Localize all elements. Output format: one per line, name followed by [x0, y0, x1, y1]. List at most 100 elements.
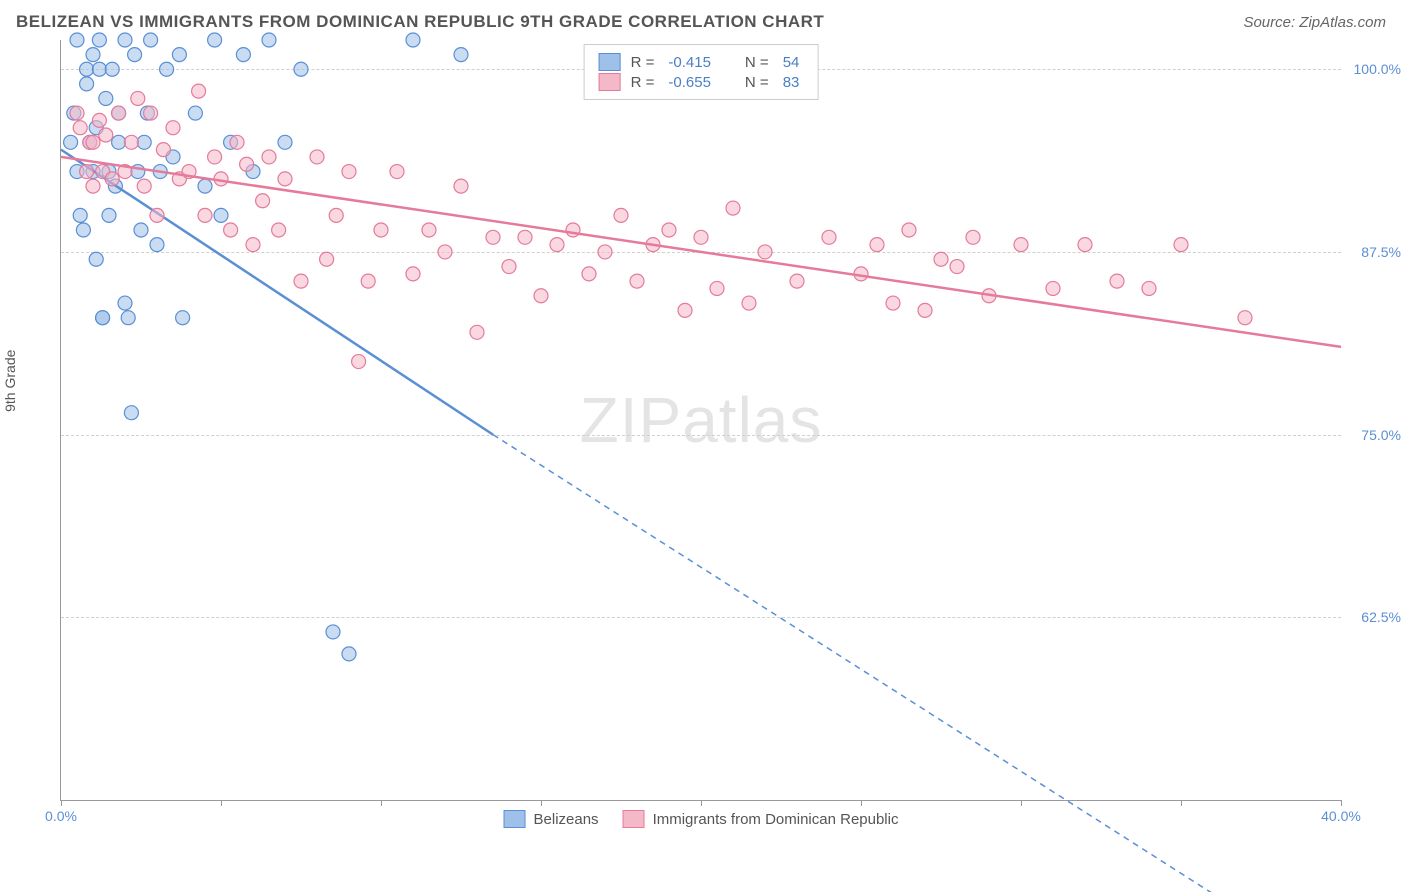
scatter-point	[438, 245, 452, 259]
scatter-point	[742, 296, 756, 310]
scatter-point	[870, 238, 884, 252]
scatter-point	[80, 62, 94, 76]
y-tick-label: 87.5%	[1361, 244, 1401, 260]
scatter-point	[92, 62, 106, 76]
chart-source: Source: ZipAtlas.com	[1243, 14, 1386, 31]
x-tick	[1341, 800, 1342, 806]
scatter-point	[99, 128, 113, 142]
x-tick	[861, 800, 862, 806]
x-tick	[1181, 800, 1182, 806]
legend-swatch	[504, 810, 526, 828]
scatter-point	[76, 223, 90, 237]
scatter-point	[454, 48, 468, 62]
x-tick	[701, 800, 702, 806]
scatter-point	[86, 179, 100, 193]
scatter-point	[208, 150, 222, 164]
scatter-point	[73, 121, 87, 135]
scatter-point	[518, 230, 532, 244]
scatter-point	[124, 406, 138, 420]
scatter-point	[310, 150, 324, 164]
legend-r-label: R =	[631, 54, 655, 71]
scatter-point	[96, 311, 110, 325]
stats-legend-row: R = -0.415 N = 54	[599, 53, 804, 71]
scatter-point	[1046, 281, 1060, 295]
scatter-point	[80, 165, 94, 179]
scatter-point	[582, 267, 596, 281]
scatter-point	[1142, 281, 1156, 295]
scatter-point	[422, 223, 436, 237]
x-tick	[61, 800, 62, 806]
scatter-point	[118, 296, 132, 310]
scatter-point	[294, 62, 308, 76]
scatter-point	[105, 172, 119, 186]
scatter-point	[361, 274, 375, 288]
scatter-point	[1014, 238, 1028, 252]
scatter-point	[86, 135, 100, 149]
scatter-point	[198, 208, 212, 222]
scatter-point	[342, 165, 356, 179]
scatter-point	[886, 296, 900, 310]
scatter-point	[918, 303, 932, 317]
scatter-point	[352, 355, 366, 369]
legend-n-label: N =	[745, 54, 769, 71]
x-tick-label: 0.0%	[45, 808, 77, 824]
scatter-point	[329, 208, 343, 222]
scatter-point	[156, 143, 170, 157]
scatter-point	[934, 252, 948, 266]
scatter-point	[1174, 238, 1188, 252]
scatter-point	[224, 223, 238, 237]
x-tick	[541, 800, 542, 806]
x-tick	[221, 800, 222, 806]
scatter-point	[131, 91, 145, 105]
scatter-point	[822, 230, 836, 244]
scatter-point	[790, 274, 804, 288]
scatter-point	[550, 238, 564, 252]
legend-swatch	[599, 53, 621, 71]
scatter-point	[678, 303, 692, 317]
legend-n-value: 83	[783, 74, 800, 91]
series-legend: Belizeans Immigrants from Dominican Repu…	[504, 810, 899, 828]
chart-container: 9th Grade ZIPatlas 62.5%75.0%87.5%100.0%…	[50, 40, 1386, 830]
scatter-point	[726, 201, 740, 215]
scatter-point	[112, 135, 126, 149]
legend-swatch	[599, 73, 621, 91]
legend-n-value: 54	[783, 54, 800, 71]
legend-r-label: R =	[631, 74, 655, 91]
legend-item: Immigrants from Dominican Republic	[623, 810, 899, 828]
scatter-point	[137, 135, 151, 149]
scatter-point	[342, 647, 356, 661]
scatter-point	[294, 274, 308, 288]
scatter-point	[73, 208, 87, 222]
scatter-point	[112, 106, 126, 120]
scatter-point	[454, 179, 468, 193]
scatter-point	[92, 33, 106, 47]
scatter-point	[137, 179, 151, 193]
scatter-point	[70, 106, 84, 120]
scatter-point	[105, 62, 119, 76]
scatter-point	[121, 311, 135, 325]
scatter-point	[64, 135, 78, 149]
scatter-point	[470, 325, 484, 339]
scatter-point	[390, 165, 404, 179]
scatter-point	[486, 230, 500, 244]
scatter-point	[902, 223, 916, 237]
x-tick	[381, 800, 382, 806]
plot-area: ZIPatlas 62.5%75.0%87.5%100.0% 0.0%40.0%…	[60, 40, 1341, 801]
scatter-point	[278, 172, 292, 186]
scatter-point	[1238, 311, 1252, 325]
scatter-point	[630, 274, 644, 288]
scatter-point	[208, 33, 222, 47]
y-tick-label: 75.0%	[1361, 427, 1401, 443]
scatter-point	[214, 208, 228, 222]
scatter-point	[124, 135, 138, 149]
scatter-point	[86, 48, 100, 62]
x-tick-label: 40.0%	[1321, 808, 1361, 824]
scatter-point	[160, 62, 174, 76]
legend-swatch	[623, 810, 645, 828]
scatter-point	[272, 223, 286, 237]
scatter-point	[70, 33, 84, 47]
scatter-point	[246, 238, 260, 252]
scatter-point	[256, 194, 270, 208]
y-tick-label: 100.0%	[1354, 61, 1401, 77]
scatter-point	[188, 106, 202, 120]
